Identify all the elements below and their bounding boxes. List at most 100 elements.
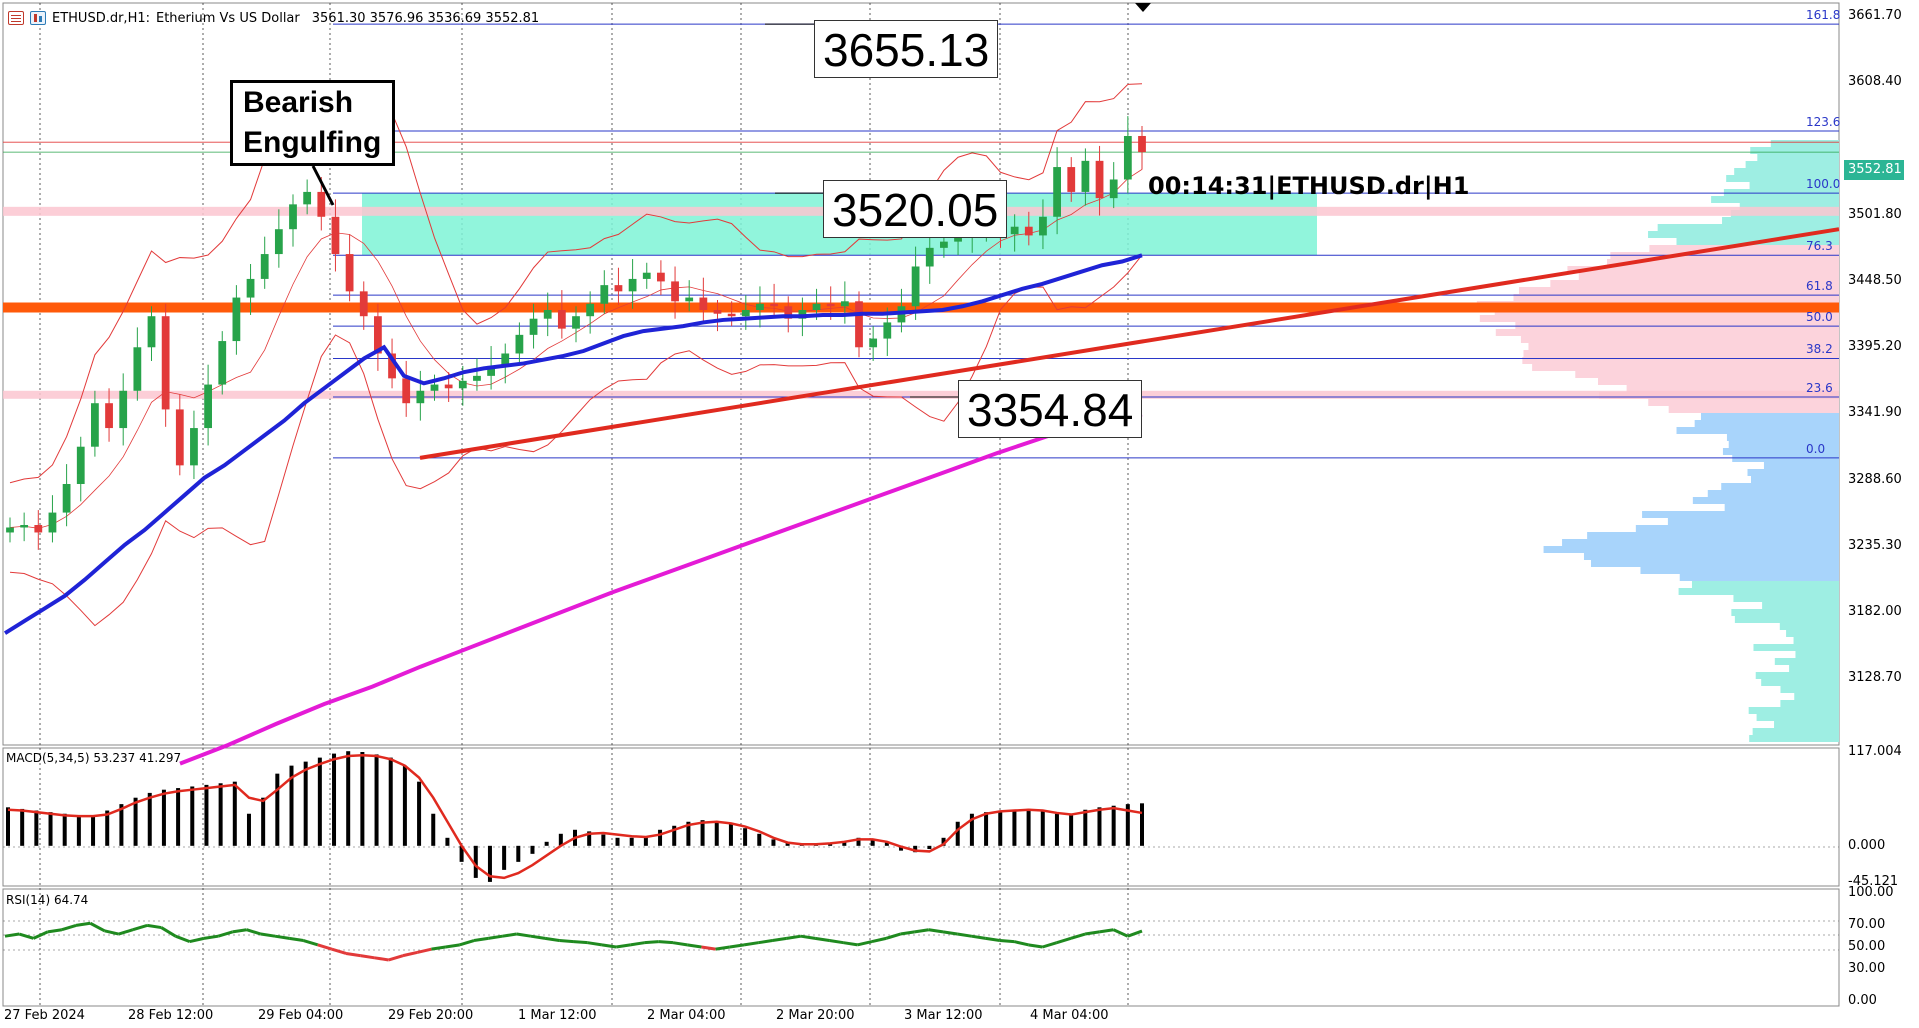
candle-body bbox=[431, 385, 439, 391]
rsi-line-segment bbox=[1043, 943, 1057, 947]
rsi-line-segment bbox=[460, 941, 474, 945]
macd-histogram-bar bbox=[743, 828, 747, 846]
rsi-line-segment bbox=[673, 943, 687, 945]
macd-histogram-bar bbox=[34, 811, 38, 846]
macd-label: MACD(5,34,5) 53.237 41.297 bbox=[6, 751, 181, 765]
candle-body bbox=[1011, 227, 1019, 234]
rsi-line-segment bbox=[5, 934, 19, 936]
candle-body bbox=[516, 335, 524, 354]
rsi-line-segment bbox=[62, 925, 76, 929]
rsi-line-segment bbox=[815, 938, 829, 940]
volume-profile-bar bbox=[1708, 490, 1839, 497]
macd-histogram-bar bbox=[1041, 811, 1045, 846]
rsi-line-segment bbox=[1099, 930, 1113, 932]
volume-profile-bar bbox=[1523, 350, 1839, 357]
candle-body bbox=[855, 301, 863, 347]
rsi-line-segment bbox=[829, 941, 843, 943]
candle-body bbox=[1124, 136, 1132, 180]
symbol-description: Etherium Vs US Dollar bbox=[156, 11, 300, 26]
volume-profile-bar bbox=[1677, 427, 1839, 434]
macd-histogram-bar bbox=[1097, 807, 1101, 845]
volume-profile-bar bbox=[1780, 686, 1839, 693]
candle-body bbox=[77, 447, 85, 484]
rsi-line-segment bbox=[929, 930, 943, 932]
candle-body bbox=[233, 298, 241, 342]
volume-profile-bar bbox=[1668, 518, 1839, 525]
volume-profile-bar bbox=[1658, 224, 1839, 231]
time-tick: 1 Mar 12:00 bbox=[518, 1008, 597, 1023]
fib-label: 38.2 bbox=[1806, 342, 1833, 356]
candle-body bbox=[629, 279, 637, 291]
volume-profile-bar bbox=[1550, 280, 1839, 287]
macd-histogram-bar bbox=[616, 838, 620, 846]
macd-histogram-bar bbox=[545, 842, 549, 846]
shift-marker-icon[interactable] bbox=[1135, 3, 1151, 12]
candle-body bbox=[473, 376, 481, 381]
rsi-line-segment bbox=[886, 934, 900, 938]
candle-body bbox=[360, 291, 368, 316]
rsi-line-segment bbox=[801, 936, 815, 938]
candle-body bbox=[20, 525, 28, 527]
volume-profile-bar bbox=[1761, 679, 1839, 686]
macd-histogram-bar bbox=[1140, 803, 1144, 845]
volume-profile-bar bbox=[1521, 336, 1839, 343]
volume-profile-bar bbox=[1591, 560, 1839, 567]
candle-body bbox=[105, 403, 113, 428]
rsi-line-segment bbox=[701, 947, 715, 949]
candle-body bbox=[756, 304, 764, 310]
candle-body bbox=[289, 204, 297, 229]
macd-histogram-bar bbox=[204, 785, 208, 846]
candle-body bbox=[685, 298, 693, 302]
time-tick: 4 Mar 04:00 bbox=[1030, 1008, 1109, 1023]
macd-histogram-bar bbox=[176, 788, 180, 846]
volume-profile-bar bbox=[1749, 735, 1839, 742]
rsi-line-segment bbox=[303, 941, 317, 945]
candle-body bbox=[926, 248, 934, 267]
volume-profile-bar bbox=[1711, 196, 1839, 203]
level-low-label: 3354.84 bbox=[958, 380, 1142, 438]
volume-profile-bar bbox=[1701, 413, 1839, 420]
fib-label: 161.8 bbox=[1806, 8, 1840, 22]
volume-profile-bar bbox=[1749, 707, 1839, 714]
volume-profile-bar bbox=[1795, 651, 1839, 658]
volume-profile-bar bbox=[1598, 378, 1839, 385]
volume-profile-bar bbox=[1496, 329, 1839, 336]
rsi-line-segment bbox=[1014, 942, 1028, 945]
volume-profile-bar bbox=[1751, 476, 1839, 483]
fib-label: 0.0 bbox=[1806, 442, 1825, 456]
candle-body bbox=[728, 314, 736, 316]
volume-profile-bar bbox=[1519, 287, 1839, 294]
candle-body bbox=[303, 192, 311, 204]
volume-profile-bar bbox=[1642, 511, 1839, 518]
time-tick: 29 Feb 20:00 bbox=[388, 1008, 473, 1023]
macd-histogram-bar bbox=[530, 846, 534, 854]
macd-histogram-bar bbox=[20, 809, 24, 846]
rsi-line-segment bbox=[744, 943, 758, 945]
candle-body bbox=[1039, 217, 1047, 236]
level-high-label: 3655.13 bbox=[814, 20, 998, 78]
menu-list-icon[interactable] bbox=[8, 11, 24, 25]
volume-profile-bar bbox=[1680, 574, 1839, 581]
rsi-line-segment bbox=[787, 936, 801, 938]
rsi-line-segment bbox=[446, 945, 460, 947]
rsi-line-segment bbox=[190, 938, 204, 941]
macd-histogram-bar bbox=[375, 754, 379, 845]
candle-body bbox=[34, 525, 42, 532]
rsi-line-segment bbox=[971, 936, 985, 938]
rsi-line-segment bbox=[133, 925, 147, 929]
chart-type-icon[interactable] bbox=[30, 11, 46, 25]
candle-body bbox=[91, 403, 99, 447]
rsi-line-segment bbox=[1085, 932, 1099, 934]
rsi-line-segment bbox=[119, 930, 133, 934]
candle-body bbox=[940, 242, 948, 248]
rsi-line-segment bbox=[872, 938, 886, 941]
last-price-tag: 3552.81 bbox=[1844, 160, 1904, 180]
candle-body bbox=[1096, 161, 1104, 198]
rsi-line-segment bbox=[915, 930, 929, 932]
macd-histogram-bar bbox=[1069, 815, 1073, 845]
macd-histogram-bar bbox=[729, 823, 733, 845]
macd-histogram-bar bbox=[417, 782, 421, 846]
level-mid-label: 3520.05 bbox=[823, 180, 1007, 238]
macd-histogram-bar bbox=[1012, 810, 1016, 846]
rsi-line-segment bbox=[19, 934, 33, 938]
